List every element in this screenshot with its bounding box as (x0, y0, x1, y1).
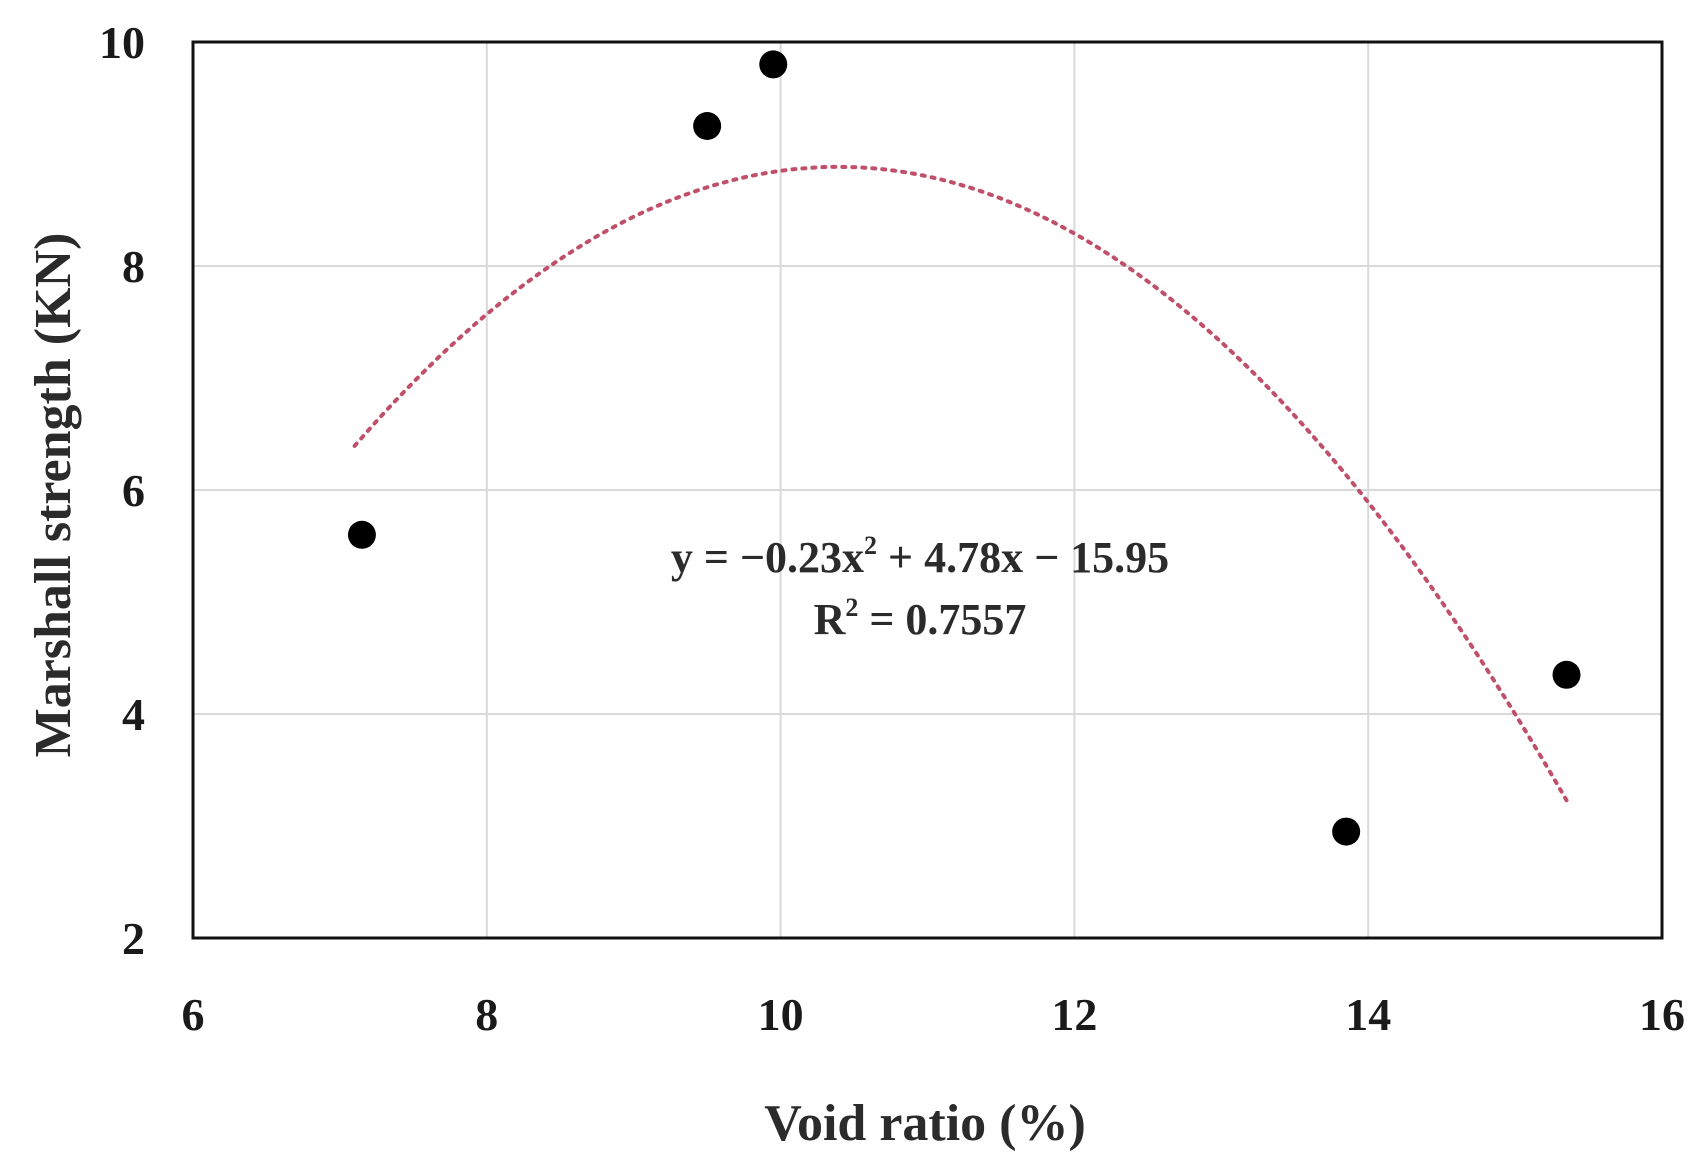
x-tick-label: 6 (182, 989, 205, 1040)
data-point-3 (759, 50, 788, 79)
data-point-1 (347, 520, 376, 549)
data-points (347, 50, 1581, 846)
y-tick-label: 8 (122, 241, 145, 292)
x-tick-label: 14 (1345, 989, 1391, 1040)
trendline-group (352, 164, 1569, 803)
x-tick-label: 8 (475, 989, 498, 1040)
x-tick-label: 12 (1051, 989, 1097, 1040)
x-tick-labels: 6 8 10 12 14 16 (182, 989, 1686, 1040)
equation-annotation: y = −0.23x2 + 4.78x − 15.95 (671, 531, 1169, 582)
data-point-4 (1332, 817, 1361, 846)
y-tick-label: 6 (122, 465, 145, 516)
y-tick-labels: 2 4 6 8 10 (99, 17, 145, 964)
x-axis-title: Void ratio (%) (764, 1095, 1086, 1152)
y-tick-label: 4 (122, 689, 145, 740)
y-axis-title: Marshall strength (KN) (25, 233, 82, 758)
trendline (352, 164, 1569, 803)
grid-lines (193, 42, 1662, 938)
y-tick-label: 2 (122, 913, 145, 964)
r-squared-annotation: R2 = 0.7557 (814, 593, 1027, 644)
x-tick-label: 16 (1639, 989, 1685, 1040)
y-tick-label: 10 (99, 17, 145, 68)
data-point-2 (693, 112, 722, 140)
x-tick-label: 10 (758, 989, 804, 1040)
data-point-5 (1552, 660, 1581, 689)
plot-area-frame (191, 40, 1664, 940)
